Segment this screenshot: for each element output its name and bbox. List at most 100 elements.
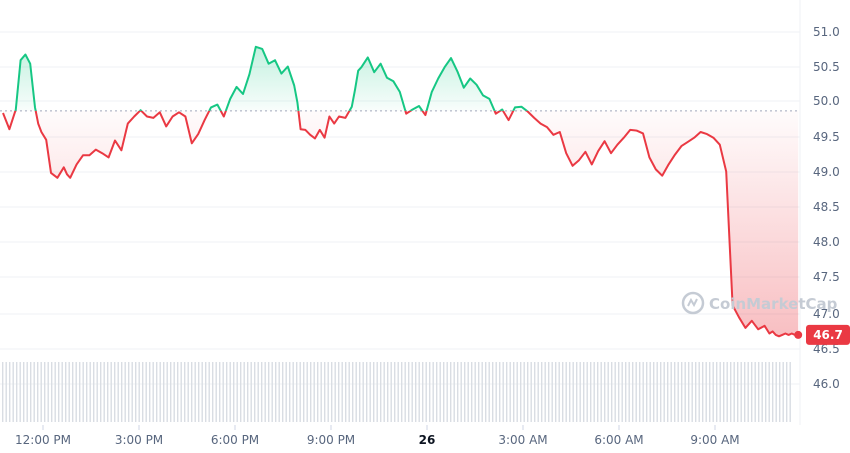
volume-bar [366, 362, 368, 422]
volume-bar [268, 362, 270, 422]
volume-bar [464, 362, 466, 422]
watermark: CoinMarketCap [681, 291, 838, 315]
volume-bar [509, 362, 511, 422]
volume-bar [576, 362, 578, 422]
volume-bar [110, 362, 112, 422]
volume-bar [247, 362, 249, 422]
volume-bar [275, 362, 277, 422]
volume-bar [551, 362, 553, 422]
volume-bar [786, 362, 788, 422]
volume-bar [495, 362, 497, 422]
watermark-text: CoinMarketCap [709, 295, 838, 313]
volume-bar [667, 362, 669, 422]
volume-bar [649, 362, 651, 422]
volume-bar [184, 362, 186, 422]
volume-bar [145, 362, 147, 422]
volume-bar [779, 362, 781, 422]
volume-bar [635, 362, 637, 422]
volume-bar [16, 362, 18, 422]
volume-bar [681, 362, 683, 422]
volume-bar [352, 362, 354, 422]
last-price-badge [806, 324, 850, 345]
volume-bar [586, 362, 588, 422]
volume-bar [653, 362, 655, 422]
volume-bar [135, 362, 137, 422]
y-tick-label: 46.0 [813, 377, 840, 391]
volume-bar [481, 362, 483, 422]
volume-bar [733, 362, 735, 422]
area-fill-down [3, 110, 799, 337]
volume-bar [719, 362, 721, 422]
volume-bar [215, 362, 217, 422]
volume-bar [44, 362, 46, 422]
series-line-up [14, 45, 529, 111]
volume-bar [75, 362, 77, 422]
volume-bar [674, 362, 676, 422]
volume-bar [177, 362, 179, 422]
volume-bar [79, 362, 81, 422]
volume-bar [758, 362, 760, 422]
volume-bar [296, 362, 298, 422]
volume-bar [474, 362, 476, 422]
x-tick-label: 6:00 PM [211, 433, 259, 447]
volume-bar [646, 362, 648, 422]
volume-bar [768, 362, 770, 422]
x-tick-label: 12:00 PM [15, 433, 71, 447]
volume-bar [82, 362, 84, 422]
grid-lines [0, 0, 801, 425]
volume-bar [373, 362, 375, 422]
volume-bar [93, 362, 95, 422]
volume-bar [222, 362, 224, 422]
volume-bar [198, 362, 200, 422]
volume-bar [572, 362, 574, 422]
volume-bar [51, 362, 53, 422]
volume-bar [590, 362, 592, 422]
volume-bar [502, 362, 504, 422]
volume-bar [380, 362, 382, 422]
volume-bar [264, 362, 266, 422]
volume-bar [278, 362, 280, 422]
volume-bar [618, 362, 620, 422]
volume-bar [709, 362, 711, 422]
last-point-dot [794, 330, 803, 339]
x-tick-label: 3:00 PM [115, 433, 163, 447]
volume-bar [436, 362, 438, 422]
volume-bar [537, 362, 539, 422]
y-tick-label: 48.5 [813, 200, 840, 214]
volume-bar [775, 362, 777, 422]
volume-bar [583, 362, 585, 422]
volume-bar [485, 362, 487, 422]
y-tick-label: 46.5 [813, 342, 840, 356]
y-tick-label: 47.5 [813, 270, 840, 284]
volume-bar [772, 362, 774, 422]
volume-bar [233, 362, 235, 422]
coinmarketcap-logo-icon [681, 291, 705, 315]
volume-bar [569, 362, 571, 422]
volume-bar [516, 362, 518, 422]
volume-bar [191, 362, 193, 422]
volume-bar [254, 362, 256, 422]
volume-bar [303, 362, 305, 422]
volume-bar [362, 362, 364, 422]
volume-bar [723, 362, 725, 422]
series-line-down [2, 110, 799, 338]
volume-bar [208, 362, 210, 422]
volume-bar [23, 362, 25, 422]
volume-bar [460, 362, 462, 422]
volume-bar [628, 362, 630, 422]
volume-bar [492, 362, 494, 422]
volume-bar [89, 362, 91, 422]
volume-bar [205, 362, 207, 422]
volume-bar [299, 362, 301, 422]
area-fill-up [15, 46, 527, 111]
volume-bar [597, 362, 599, 422]
volume-bar [754, 362, 756, 422]
volume-bar [478, 362, 480, 422]
volume-bar [702, 362, 704, 422]
volume-bar [593, 362, 595, 422]
volume-bar [422, 362, 424, 422]
volume-bar [201, 362, 203, 422]
volume-bar [730, 362, 732, 422]
volume-bar [698, 362, 700, 422]
volume-bar [2, 362, 4, 422]
